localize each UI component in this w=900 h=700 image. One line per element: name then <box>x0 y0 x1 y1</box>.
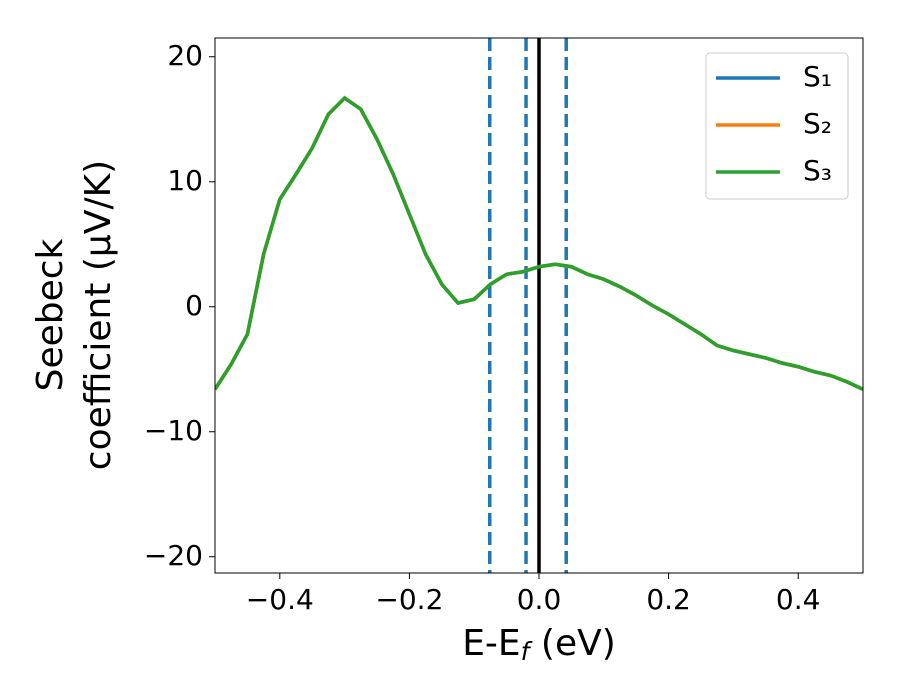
y-tick-label: −20 <box>144 539 203 572</box>
legend-label: S₃ <box>803 154 832 187</box>
series-line <box>215 95 863 391</box>
x-label-unit: (eV) <box>529 623 615 664</box>
y-tick-label: 10 <box>167 164 203 197</box>
y-tick-label: 20 <box>167 39 203 72</box>
legend-label: S₁ <box>803 60 832 93</box>
x-tick-label: −0.4 <box>246 583 314 616</box>
legend-label: S₂ <box>803 107 832 140</box>
y-axis-label: Seebeck <box>30 238 71 391</box>
x-axis-label: E-Ef (eV) <box>462 623 616 666</box>
x-tick-label: −0.2 <box>375 583 443 616</box>
y-axis-label: coefficient (μV/K) <box>78 160 119 470</box>
plot-frame <box>214 37 864 574</box>
y-tick-label: 0 <box>185 289 203 322</box>
x-tick-label: 0.0 <box>517 583 562 616</box>
x-tick-label: 0.4 <box>776 583 821 616</box>
y-tick-label: −10 <box>144 414 203 447</box>
x-tick-label: 0.2 <box>646 583 691 616</box>
x-label-main: E-E <box>462 623 520 664</box>
